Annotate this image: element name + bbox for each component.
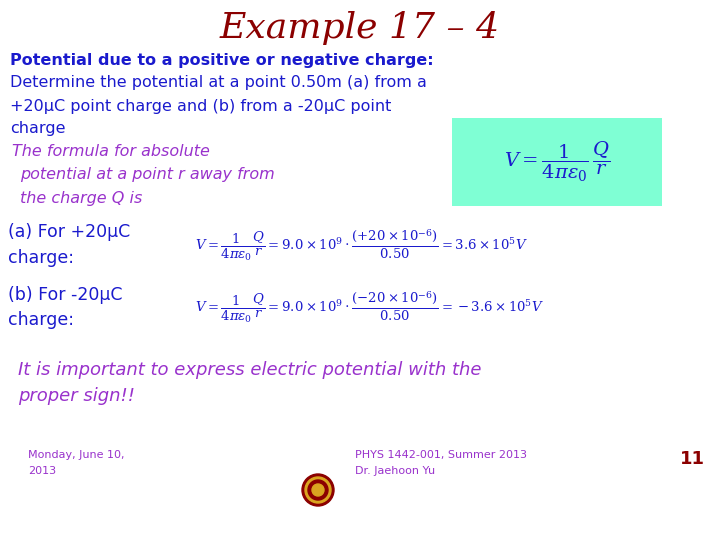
Text: proper sign!!: proper sign!! bbox=[18, 387, 135, 405]
Text: (a) For +20μC: (a) For +20μC bbox=[8, 223, 130, 241]
FancyBboxPatch shape bbox=[452, 118, 662, 206]
Text: $V = \dfrac{1}{4\pi\varepsilon_0}\dfrac{Q}{r} = 9.0\times10^{9}\cdot\dfrac{\left: $V = \dfrac{1}{4\pi\varepsilon_0}\dfrac{… bbox=[195, 289, 544, 325]
Text: Dr. Jaehoon Yu: Dr. Jaehoon Yu bbox=[355, 466, 435, 476]
Text: potential at a point r away from: potential at a point r away from bbox=[20, 167, 275, 183]
Text: Determine the potential at a point 0.50m (a) from a: Determine the potential at a point 0.50m… bbox=[10, 76, 427, 91]
Text: charge:: charge: bbox=[8, 249, 74, 267]
Circle shape bbox=[305, 477, 331, 503]
Text: charge: charge bbox=[10, 122, 66, 137]
Text: charge:: charge: bbox=[8, 311, 74, 329]
Text: Example 17 – 4: Example 17 – 4 bbox=[220, 11, 500, 45]
Text: PHYS 1442-001, Summer 2013: PHYS 1442-001, Summer 2013 bbox=[355, 450, 527, 460]
Text: Potential due to a positive or negative charge:: Potential due to a positive or negative … bbox=[10, 52, 433, 68]
Circle shape bbox=[302, 474, 334, 506]
Text: the charge Q is: the charge Q is bbox=[20, 191, 143, 206]
Text: 11: 11 bbox=[680, 450, 705, 468]
Text: It is important to express electric potential with the: It is important to express electric pote… bbox=[18, 361, 482, 379]
Text: 2013: 2013 bbox=[28, 466, 56, 476]
Text: Monday, June 10,: Monday, June 10, bbox=[28, 450, 125, 460]
Text: The formula for absolute: The formula for absolute bbox=[12, 145, 210, 159]
Circle shape bbox=[308, 480, 328, 500]
Circle shape bbox=[312, 484, 324, 496]
Text: $V = \dfrac{1}{4\pi\varepsilon_0}\,\dfrac{Q}{r}$: $V = \dfrac{1}{4\pi\varepsilon_0}\,\dfra… bbox=[504, 140, 610, 184]
Text: (b) For -20μC: (b) For -20μC bbox=[8, 286, 122, 304]
Text: +20μC point charge and (b) from a -20μC point: +20μC point charge and (b) from a -20μC … bbox=[10, 98, 392, 113]
Text: $V = \dfrac{1}{4\pi\varepsilon_0}\dfrac{Q}{r} = 9.0\times10^{9}\cdot\dfrac{\left: $V = \dfrac{1}{4\pi\varepsilon_0}\dfrac{… bbox=[195, 227, 528, 262]
